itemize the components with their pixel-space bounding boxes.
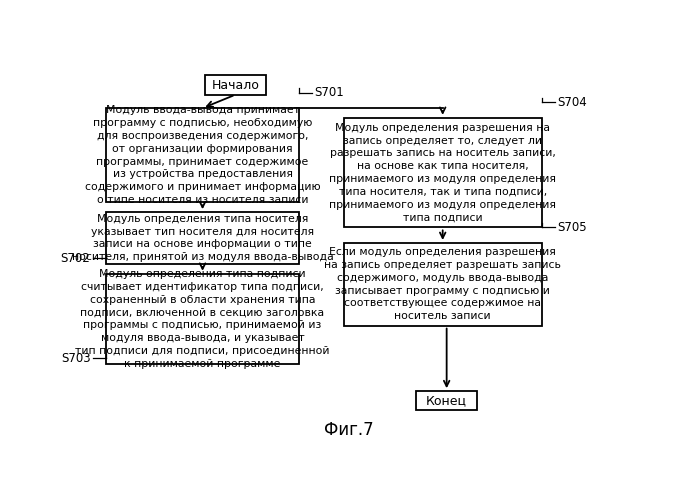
FancyBboxPatch shape — [416, 391, 477, 410]
Text: Начало: Начало — [212, 78, 259, 92]
Text: Если модуль определения разрешения
на запись определяет разрешать запись
содержи: Если модуль определения разрешения на за… — [324, 248, 561, 322]
FancyBboxPatch shape — [344, 118, 541, 228]
Text: Модуль определения разрешения на
запись определяет то, следует ли
разрешать запи: Модуль определения разрешения на запись … — [329, 123, 556, 222]
Text: Конец: Конец — [426, 394, 467, 407]
FancyBboxPatch shape — [205, 76, 266, 94]
Text: S705: S705 — [558, 221, 587, 234]
Text: Фиг.7: Фиг.7 — [324, 420, 374, 438]
FancyBboxPatch shape — [106, 212, 299, 264]
Text: S701: S701 — [315, 86, 345, 99]
Text: S704: S704 — [558, 96, 587, 109]
FancyBboxPatch shape — [106, 274, 299, 364]
FancyBboxPatch shape — [344, 243, 541, 326]
Text: S703: S703 — [61, 352, 91, 365]
Text: S702: S702 — [61, 252, 91, 265]
Text: Модуль определения типа носителя
указывает тип носителя для носителя
записи на о: Модуль определения типа носителя указыва… — [72, 214, 334, 262]
FancyBboxPatch shape — [106, 108, 299, 202]
Text: Модуль определения типа подписи
считывает идентификатор типа подписи,
сохраненны: Модуль определения типа подписи считывае… — [76, 269, 330, 368]
Text: Модуль ввода-вывода принимает
программу с подписью, необходимую
для воспроизведе: Модуль ввода-вывода принимает программу … — [84, 106, 320, 205]
